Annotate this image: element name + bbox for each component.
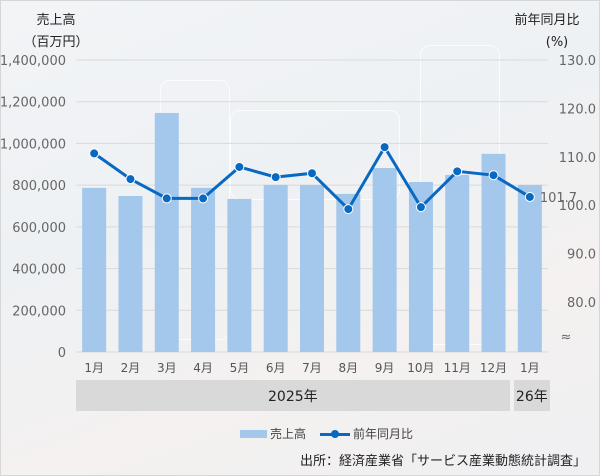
yoy-marker [198,193,209,204]
left-axis-title-line2: （百万円） [23,35,89,50]
yoy-marker [270,172,281,183]
sales-bar [300,184,324,352]
legend: 売上高 前年同月比 [240,425,413,442]
x-axis-tick: 10月 [407,361,434,375]
right-axis-tick: 80.0 [567,296,596,311]
sales-bar [118,195,143,352]
right-axis-title-line1: 前年同月比 [514,13,580,28]
yoy-marker [307,168,317,179]
yoy-marker [488,170,499,181]
sales-bar [82,187,107,352]
yoy-marker [343,204,354,215]
yoy-marker [89,148,100,159]
source-note: 出所：経済産業省「サービス産業動態統計調査」 [299,454,586,469]
right-axis-tick: 90.0 [567,248,596,263]
sales-bar [263,184,288,352]
right-axis-tick: 110.0 [559,151,596,166]
left-axis-tick: 1,200,000 [0,96,66,111]
sales-bar [336,193,361,352]
legend-bar-swatch [240,429,267,438]
left-axis-tick: 600,000 [12,221,66,236]
yoy-marker [379,142,390,153]
sales-bar [154,112,179,352]
left-axis-tick: 200,000 [12,304,66,319]
right-axis-tick: 100.0 [559,199,596,214]
x-axis-tick: 7月 [302,361,322,375]
sales-bar [227,198,252,352]
x-axis-tick: 2月 [121,361,141,375]
x-axis-tick: 6月 [266,361,286,375]
right-axis-title: 前年同月比 (%) [502,10,592,54]
left-axis-tick: 800,000 [12,179,66,194]
yoy-marker [415,202,426,213]
data-label: 101.7 [540,191,577,206]
left-axis-tick: 400,000 [12,263,66,278]
left-axis-title-line1: 売上高 [36,13,76,28]
sales-bar [191,187,216,352]
x-axis-tick: 11月 [444,361,471,375]
sales-bar [372,168,397,352]
left-axis-tick: 0 [58,346,66,361]
sales-bar [445,174,470,352]
legend-bar-label: 売上高 [270,427,307,441]
axis-break-icon: ≈ [561,330,572,345]
legend-line-label: 前年同月比 [353,427,414,441]
sales-bar [517,184,542,352]
legend-line-swatch [320,428,351,440]
yoy-marker [161,193,172,204]
yoy-marker [452,166,463,177]
x-axis-tick: 4月 [193,361,213,375]
yoy-marker [234,161,245,172]
yoy-marker [125,174,136,185]
x-axis-tick: 8月 [338,361,358,375]
right-axis-title-line2: (%) [545,35,569,50]
left-axis-tick: 1,000,000 [0,137,66,152]
x-axis-tick: 3月 [157,361,177,375]
x-axis-tick: 9月 [375,361,395,375]
left-axis-tick: 1,400,000 [0,54,66,69]
right-axis-tick: 120.0 [559,102,596,117]
left-axis-title: 売上高 （百万円） [0,10,112,54]
sales-bar [481,153,506,352]
year-group-label: 2025年 [76,380,510,411]
right-axis-tick: 130.0 [559,54,596,69]
year-group-label: 26年 [513,380,550,411]
x-axis-tick: 5月 [230,361,250,375]
x-axis-tick: 1月 [84,361,104,375]
yoy-marker [524,191,535,202]
x-axis-tick: 12月 [480,361,507,375]
x-axis-tick: 1月 [520,361,540,375]
